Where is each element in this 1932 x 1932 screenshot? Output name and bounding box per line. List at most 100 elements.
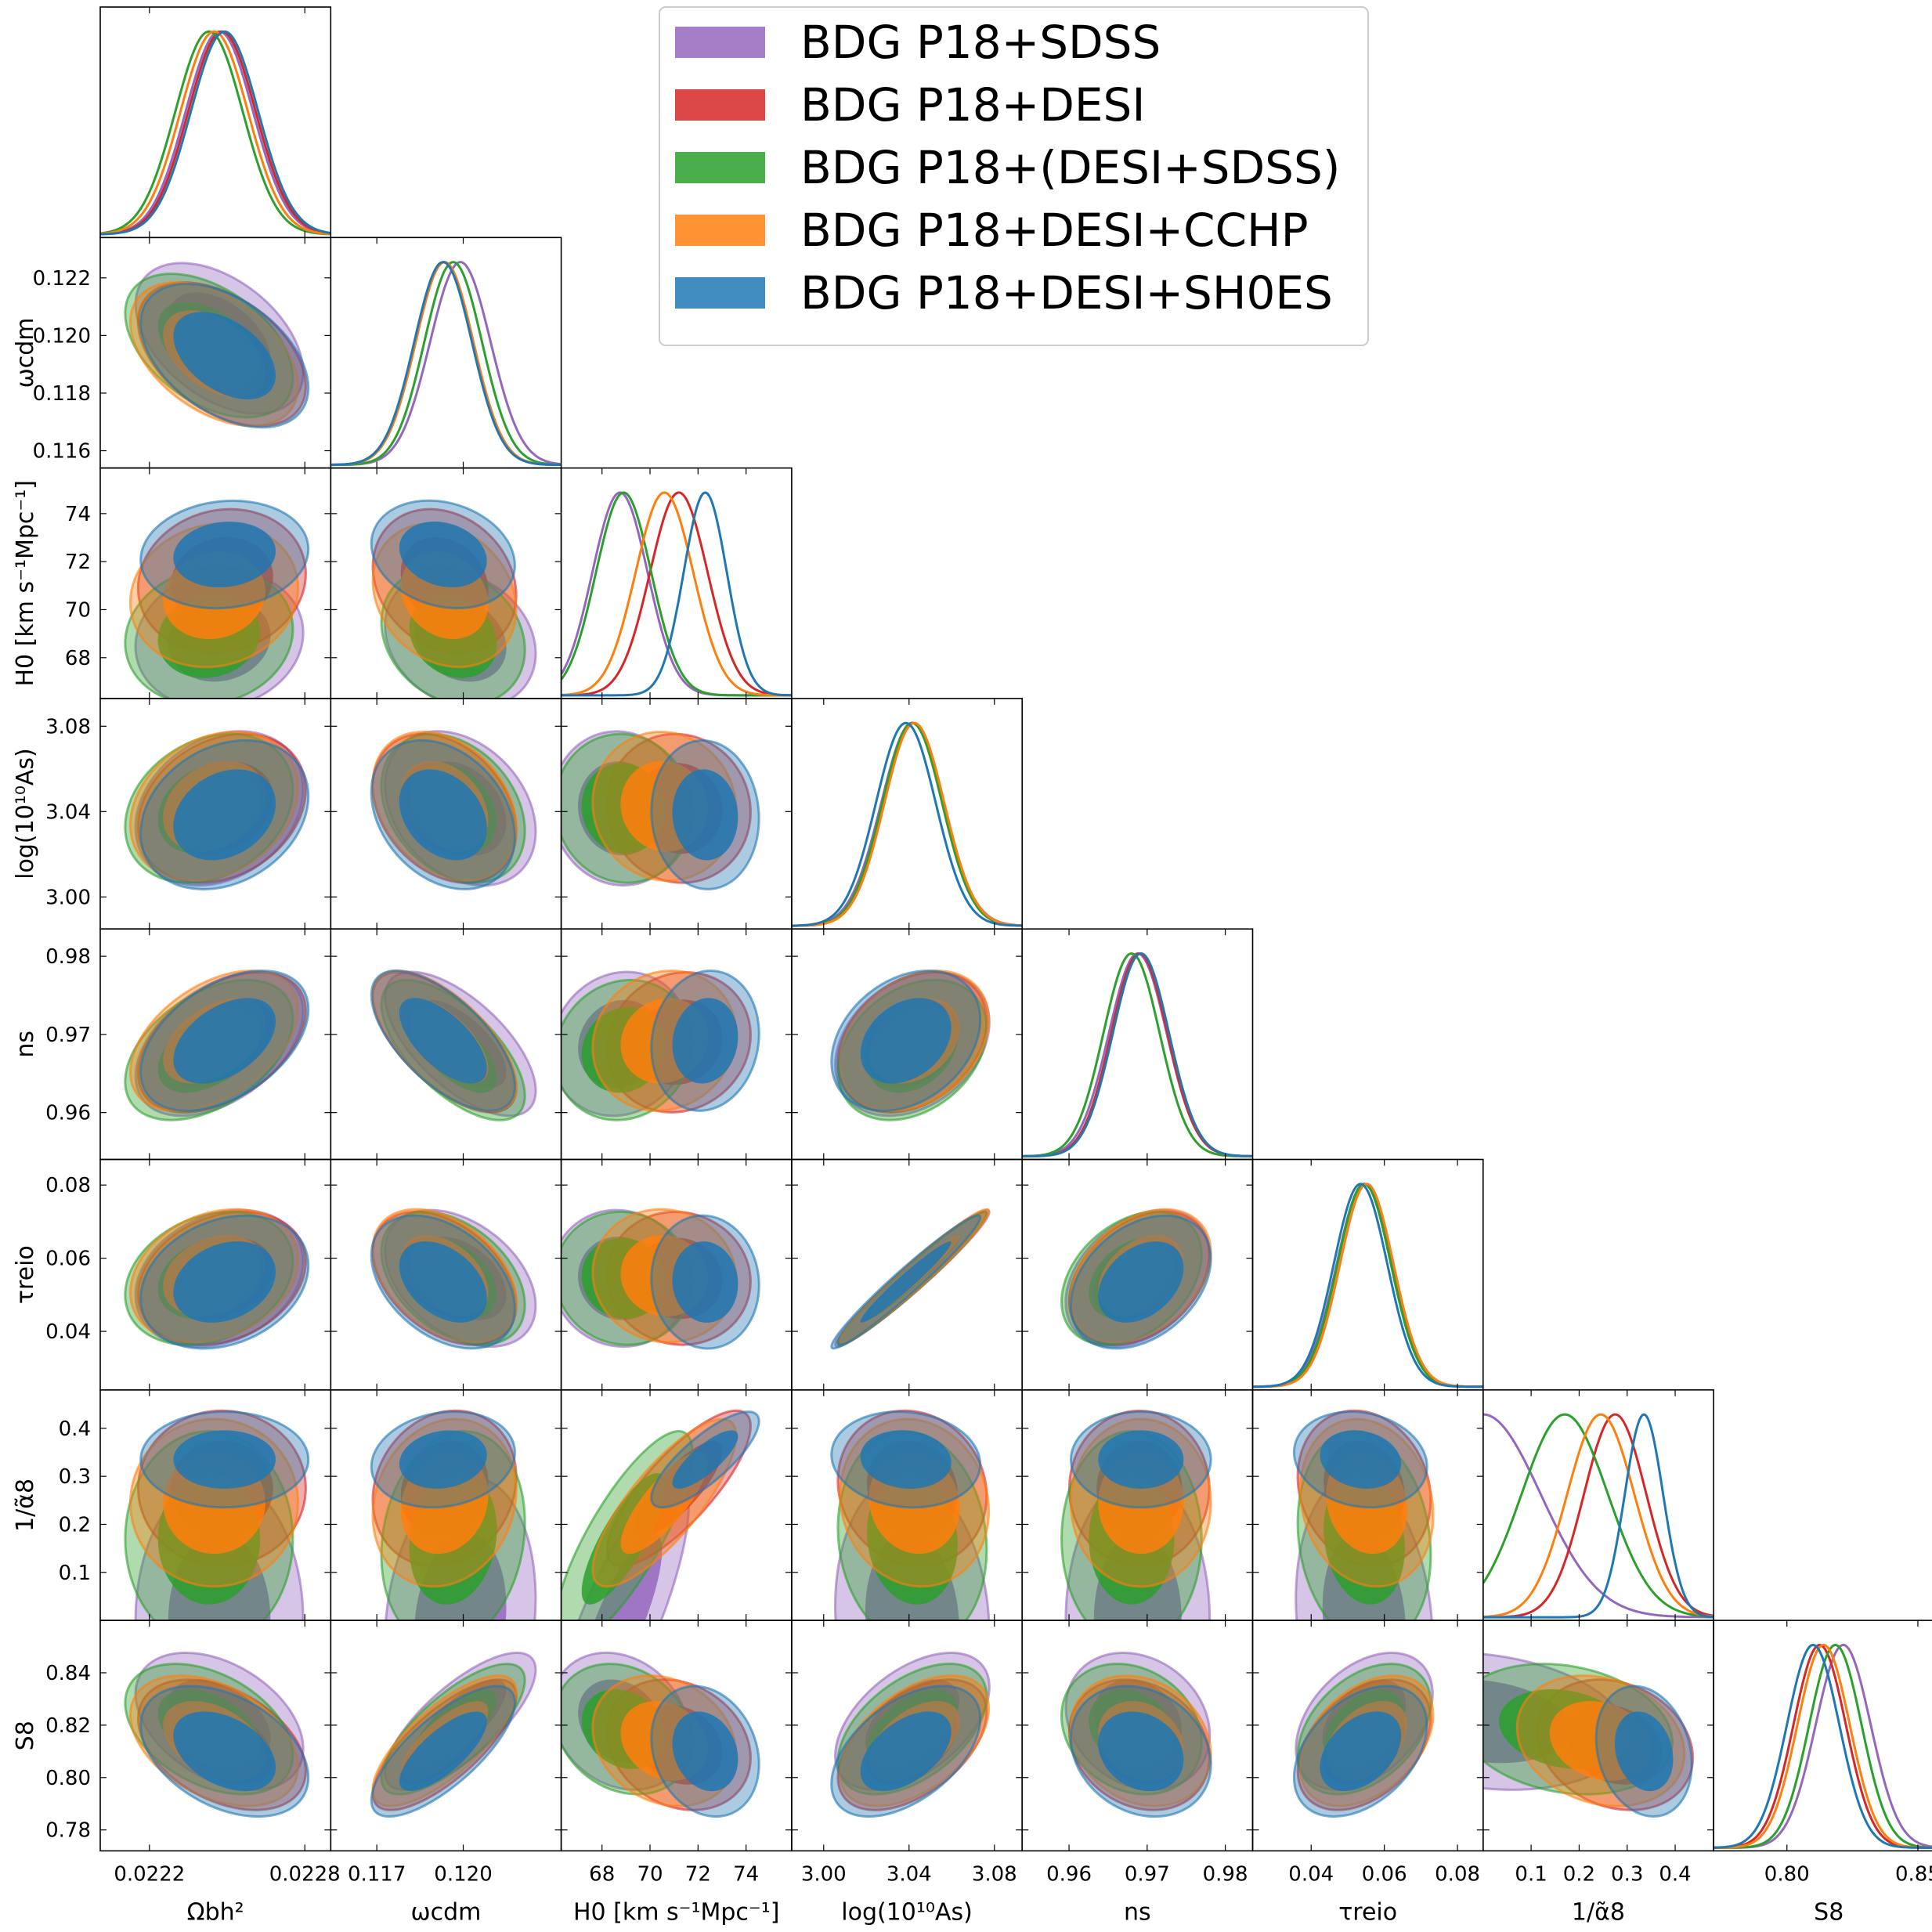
y-axis-label-H0: H0 [km s⁻¹Mpc⁻¹]	[12, 480, 39, 687]
x-tick-label-S8: 0.80	[1764, 1862, 1810, 1886]
marginal-curve-logAs-series-2	[791, 721, 1023, 927]
panel-H0-logAs	[560, 698, 793, 930]
panel-omega_b-omega_cdm	[99, 237, 332, 469]
x-axis-label-tau: τreio	[1338, 1898, 1397, 1926]
legend-label-series-4: BDG P18+DESI+SH0ES	[800, 266, 1333, 320]
marginal-curve-logAs-series-3	[791, 721, 1023, 927]
contour-68-omega_b-S8-series-4	[173, 1711, 276, 1792]
y-tick-label-H0: 70	[65, 598, 91, 622]
marginal-curve-inv_alpha8-series-1	[1482, 1413, 1714, 1619]
y-tick-label-ns: 0.97	[45, 1024, 91, 1047]
legend-swatch-series-2	[675, 152, 765, 183]
y-tick-label-inv_alpha8: 0.3	[59, 1465, 91, 1489]
x-axis-label-H0: H0 [km s⁻¹Mpc⁻¹]	[573, 1898, 780, 1926]
contour-68-ns-inv_alpha8-series-4	[1098, 1430, 1184, 1490]
x-axis-label-logAs: log(10¹⁰As)	[841, 1898, 973, 1926]
y-tick-label-tau: 0.04	[45, 1320, 91, 1344]
x-tick-label-H0: 72	[685, 1862, 711, 1886]
marginal-curve-omega_b-series-0	[100, 30, 331, 236]
marginal-curve-omega_cdm-series-2	[330, 261, 562, 467]
panel-logAs-ns	[791, 928, 1024, 1161]
marginal-curve-omega_b-series-1	[100, 30, 331, 236]
contour-68-H0-logAs-series-4	[672, 769, 738, 861]
x-tick-label-tau: 0.08	[1435, 1862, 1480, 1886]
panel-omega_b-logAs	[99, 698, 332, 930]
marginal-curve-logAs-series-4	[791, 721, 1023, 927]
contour-68-omega_b-omega_cdm-series-4	[173, 312, 276, 400]
marginal-curve-ns-series-4	[1022, 952, 1253, 1157]
contour-68-H0-S8-series-4	[672, 1711, 738, 1792]
contour-68-omega_cdm-H0-series-4	[399, 521, 487, 587]
contour-68-H0-ns-series-4	[672, 998, 738, 1084]
y-axis-label-S8: S8	[12, 1721, 39, 1750]
panel-ns-ns	[1021, 928, 1254, 1161]
x-tick-label-inv_alpha8: 0.1	[1515, 1862, 1547, 1886]
contour-68-logAs-ns-series-4	[860, 998, 952, 1084]
y-tick-label-H0: 72	[65, 551, 91, 574]
marginal-curve-omega_b-series-2	[100, 30, 331, 236]
contour-68-H0-tau-series-4	[672, 1241, 738, 1323]
marginal-curve-logAs-series-1	[791, 721, 1023, 927]
contour-68-omega_b-tau-series-4	[173, 1241, 276, 1323]
x-axis-label-omega_b: Ωbh²	[187, 1898, 244, 1926]
marginal-curve-omega_b-series-3	[100, 30, 331, 236]
marginal-curve-tau-series-2	[1252, 1183, 1483, 1389]
x-tick-label-inv_alpha8: 0.2	[1563, 1862, 1595, 1886]
marginal-curve-omega_cdm-series-0	[330, 261, 562, 467]
x-tick-label-ns: 0.97	[1125, 1862, 1170, 1886]
panel-omega_b-tau	[99, 1158, 332, 1391]
contour-68-omega_b-logAs-series-4	[173, 769, 276, 861]
marginal-curve-omega_cdm-series-1	[330, 261, 562, 466]
panel-omega_cdm-H0	[330, 467, 562, 699]
legend-swatch-series-1	[675, 89, 765, 121]
marginal-curve-logAs-series-0	[791, 721, 1023, 927]
legend-swatch-series-3	[675, 215, 765, 246]
marginal-curve-ns-series-2	[1022, 952, 1253, 1157]
y-tick-label-H0: 74	[65, 503, 91, 526]
y-tick-label-tau: 0.06	[45, 1248, 91, 1271]
y-tick-label-S8: 0.80	[45, 1767, 91, 1790]
panel-H0-tau	[560, 1158, 793, 1391]
contour-68-ns-tau-series-4	[1098, 1241, 1184, 1323]
y-tick-label-S8: 0.78	[45, 1819, 91, 1843]
contour-68-omega_b-H0-series-4	[173, 522, 276, 587]
x-tick-label-ns: 0.98	[1203, 1862, 1248, 1886]
x-tick-label-tau: 0.06	[1362, 1862, 1407, 1886]
contour-68-inv_alpha8-S8-series-4	[1614, 1711, 1674, 1792]
panel-S8-S8	[1713, 1620, 1932, 1852]
panel-omega_b-inv_alpha8	[99, 1389, 332, 1621]
contour-68-ns-S8-series-4	[1098, 1711, 1184, 1792]
marginal-curve-inv_alpha8-series-4	[1482, 1413, 1714, 1619]
contour-68-H0-inv_alpha8-series-4	[672, 1430, 738, 1490]
x-tick-label-tau: 0.04	[1288, 1862, 1334, 1886]
panel-logAs-tau	[791, 1158, 1024, 1391]
y-tick-label-omega_cdm: 0.120	[33, 324, 91, 348]
panel-omega_b-S8	[99, 1620, 332, 1852]
marginal-curve-S8-series-2	[1714, 1643, 1932, 1849]
panel-omega_cdm-logAs	[330, 698, 562, 930]
marginal-curve-tau-series-4	[1252, 1183, 1483, 1389]
contour-68-omega_b-ns-series-4	[173, 998, 276, 1084]
marginal-curve-S8-series-0	[1714, 1643, 1932, 1849]
x-tick-label-inv_alpha8: 0.4	[1659, 1862, 1691, 1886]
marginal-curve-H0-series-3	[561, 491, 792, 697]
y-tick-label-S8: 0.82	[45, 1714, 91, 1738]
marginal-curve-tau-series-0	[1252, 1183, 1483, 1389]
legend-frame	[659, 6, 1369, 346]
x-axis-label-ns: ns	[1124, 1898, 1151, 1926]
x-tick-label-omega_b: 0.0222	[114, 1862, 185, 1886]
x-axis-label-omega_cdm: ωcdm	[411, 1898, 482, 1926]
panel-logAs-inv_alpha8	[791, 1389, 1024, 1621]
panel-omega_b-omega_b	[99, 6, 332, 239]
marginal-curve-omega_cdm-series-3	[330, 261, 562, 466]
panel-H0-S8	[560, 1620, 793, 1852]
panel-omega_cdm-S8	[330, 1620, 562, 1852]
panel-inv_alpha8-S8	[1482, 1620, 1714, 1852]
x-tick-label-ns: 0.96	[1046, 1862, 1092, 1886]
contour-68-omega_cdm-S8-series-4	[399, 1711, 487, 1792]
panel-omega_cdm-omega_cdm	[330, 237, 562, 469]
y-tick-label-tau: 0.08	[45, 1174, 91, 1197]
